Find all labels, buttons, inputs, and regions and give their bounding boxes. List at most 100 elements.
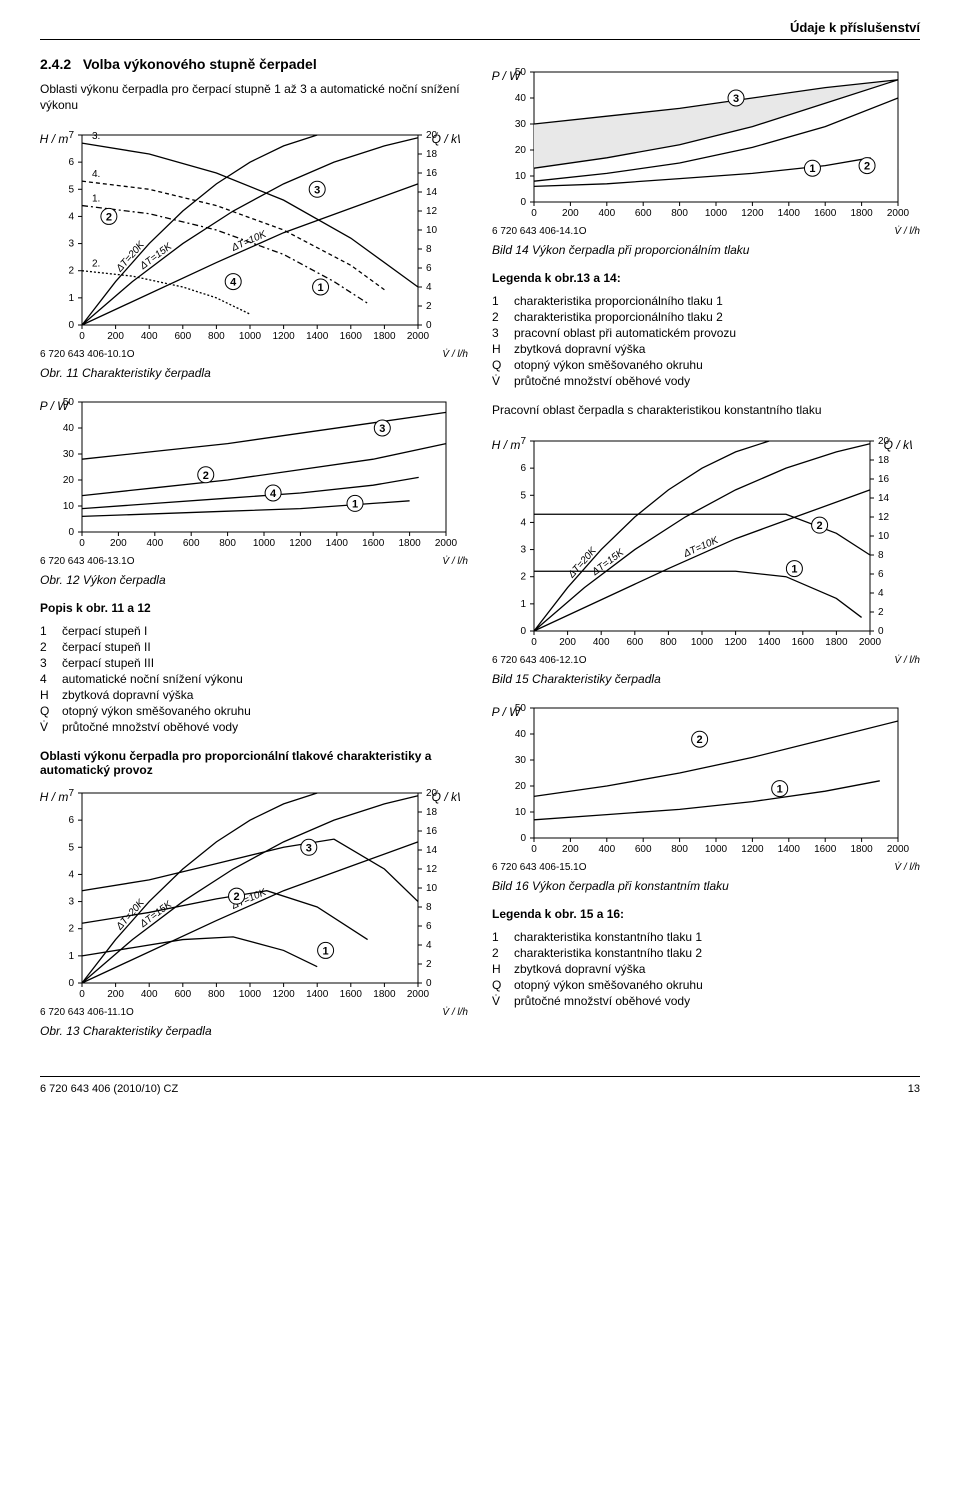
svg-text:400: 400 (146, 538, 163, 549)
main-columns: 2.4.2 Volba výkonového stupně čerpadel O… (40, 56, 920, 1052)
svg-text:2: 2 (426, 959, 432, 970)
svg-text:1: 1 (323, 946, 329, 958)
legend-key: 1 (40, 623, 62, 639)
legend-desc: charakteristika proporcionálního tlaku 1 (514, 293, 736, 309)
svg-text:P / W: P / W (492, 69, 522, 83)
svg-text:2000: 2000 (887, 208, 910, 219)
svg-text:0: 0 (520, 833, 526, 844)
svg-text:3: 3 (314, 184, 320, 196)
svg-text:1: 1 (68, 293, 74, 304)
svg-text:4: 4 (426, 282, 432, 293)
legend-desc: charakteristika proporcionálního tlaku 2 (514, 309, 736, 325)
svg-text:1: 1 (68, 951, 74, 962)
chart-14-caption: Bild 14 Výkon čerpadla při proporcionáln… (492, 243, 920, 257)
svg-text:6: 6 (426, 263, 432, 274)
svg-text:0: 0 (79, 989, 85, 1000)
svg-text:400: 400 (141, 331, 158, 342)
svg-text:12: 12 (878, 512, 890, 523)
svg-text:1400: 1400 (306, 331, 329, 342)
svg-text:600: 600 (626, 637, 643, 648)
svg-text:200: 200 (562, 844, 579, 855)
svg-text:2: 2 (878, 607, 884, 618)
svg-text:600: 600 (635, 208, 652, 219)
svg-text:8: 8 (426, 244, 432, 255)
svg-text:30: 30 (63, 449, 75, 460)
svg-text:P / W: P / W (40, 399, 70, 413)
svg-text:800: 800 (660, 637, 677, 648)
legend-desc: zbytková dopravní výška (62, 687, 251, 703)
svg-text:P / W: P / W (492, 705, 522, 719)
svg-text:1600: 1600 (814, 844, 837, 855)
legend-key: 3 (492, 325, 514, 341)
svg-text:20: 20 (515, 145, 527, 156)
footer-right: 13 (908, 1083, 920, 1095)
chart-15-xunit: V̇ / l/h (894, 655, 920, 666)
legend-desc: zbytková dopravní výška (514, 341, 736, 357)
svg-text:3: 3 (306, 842, 312, 854)
legend-key: Q (40, 703, 62, 719)
svg-text:1: 1 (520, 598, 526, 609)
svg-text:H / m: H / m (40, 790, 68, 804)
legend-key: V̇ (492, 373, 514, 389)
svg-text:200: 200 (562, 208, 579, 219)
svg-text:0: 0 (426, 978, 432, 989)
svg-text:H / m: H / m (40, 132, 68, 146)
chart-16: 0200400600800100012001400160018002000010… (492, 700, 920, 873)
svg-text:1200: 1200 (272, 989, 295, 1000)
svg-text:40: 40 (515, 93, 527, 104)
svg-text:12: 12 (426, 206, 438, 217)
svg-text:1: 1 (777, 783, 783, 795)
chart-14-ref: 6 720 643 406-14.1O (492, 226, 587, 237)
svg-text:600: 600 (174, 989, 191, 1000)
legend-desc: charakteristika konstantního tlaku 1 (514, 929, 703, 945)
svg-text:0: 0 (520, 626, 526, 637)
svg-text:200: 200 (107, 331, 124, 342)
svg-text:4: 4 (68, 870, 74, 881)
svg-text:40: 40 (63, 423, 75, 434)
svg-text:2000: 2000 (859, 637, 882, 648)
popis-11-12-heading: Popis k obr. 11 a 12 (40, 601, 468, 615)
svg-text:2: 2 (817, 520, 823, 532)
const-heading: Pracovní oblast čerpadla s charakteristi… (492, 403, 920, 419)
legenda-13-14-heading: Legenda k obr.13 a 14: (492, 271, 920, 285)
svg-text:2000: 2000 (407, 331, 430, 342)
svg-text:10: 10 (426, 225, 438, 236)
svg-text:16: 16 (878, 474, 890, 485)
chart-14-xunit: V̇ / l/h (894, 226, 920, 237)
svg-text:1800: 1800 (398, 538, 421, 549)
chart-12-caption: Obr. 12 Výkon čerpadla (40, 573, 468, 587)
svg-text:1400: 1400 (778, 844, 801, 855)
chart-12-ref: 6 720 643 406-13.1O (40, 556, 135, 567)
svg-text:7: 7 (520, 436, 526, 447)
chart-16-caption: Bild 16 Výkon čerpadla při konstantním t… (492, 879, 920, 893)
svg-text:400: 400 (598, 208, 615, 219)
svg-text:1800: 1800 (850, 208, 873, 219)
svg-text:400: 400 (593, 637, 610, 648)
legend-desc: otopný výkon směšovaného okruhu (62, 703, 251, 719)
svg-text:3: 3 (68, 897, 74, 908)
legend-desc: čerpací stupeň II (62, 639, 251, 655)
svg-text:20: 20 (515, 781, 527, 792)
section-intro: Oblasti výkonu čerpadla pro čerpací stup… (40, 82, 468, 113)
svg-text:600: 600 (635, 844, 652, 855)
svg-text:1600: 1600 (362, 538, 385, 549)
chart-16-ref: 6 720 643 406-15.1O (492, 862, 587, 873)
svg-text:800: 800 (671, 844, 688, 855)
svg-text:16: 16 (426, 826, 438, 837)
chart-14: 0200400600800100012001400160018002000010… (492, 64, 920, 237)
svg-text:400: 400 (141, 989, 158, 1000)
legend-key: 1 (492, 293, 514, 309)
chart-13-ref: 6 720 643 406-11.1O (40, 1007, 134, 1018)
svg-text:6: 6 (878, 569, 884, 580)
svg-text:0: 0 (531, 208, 537, 219)
svg-text:3: 3 (520, 544, 526, 555)
chart-12-xunit: V̇ / l/h (442, 556, 468, 567)
svg-text:10: 10 (63, 501, 75, 512)
chart-15-ref: 6 720 643 406-12.1O (492, 655, 587, 666)
svg-text:600: 600 (174, 331, 191, 342)
chart-13-xunit: V̇ / l/h (442, 1007, 468, 1018)
legend-desc: automatické noční snížení výkonu (62, 671, 251, 687)
page-header: Údaje k příslušenství (40, 20, 920, 40)
svg-text:1000: 1000 (705, 844, 728, 855)
svg-text:18: 18 (426, 149, 438, 160)
